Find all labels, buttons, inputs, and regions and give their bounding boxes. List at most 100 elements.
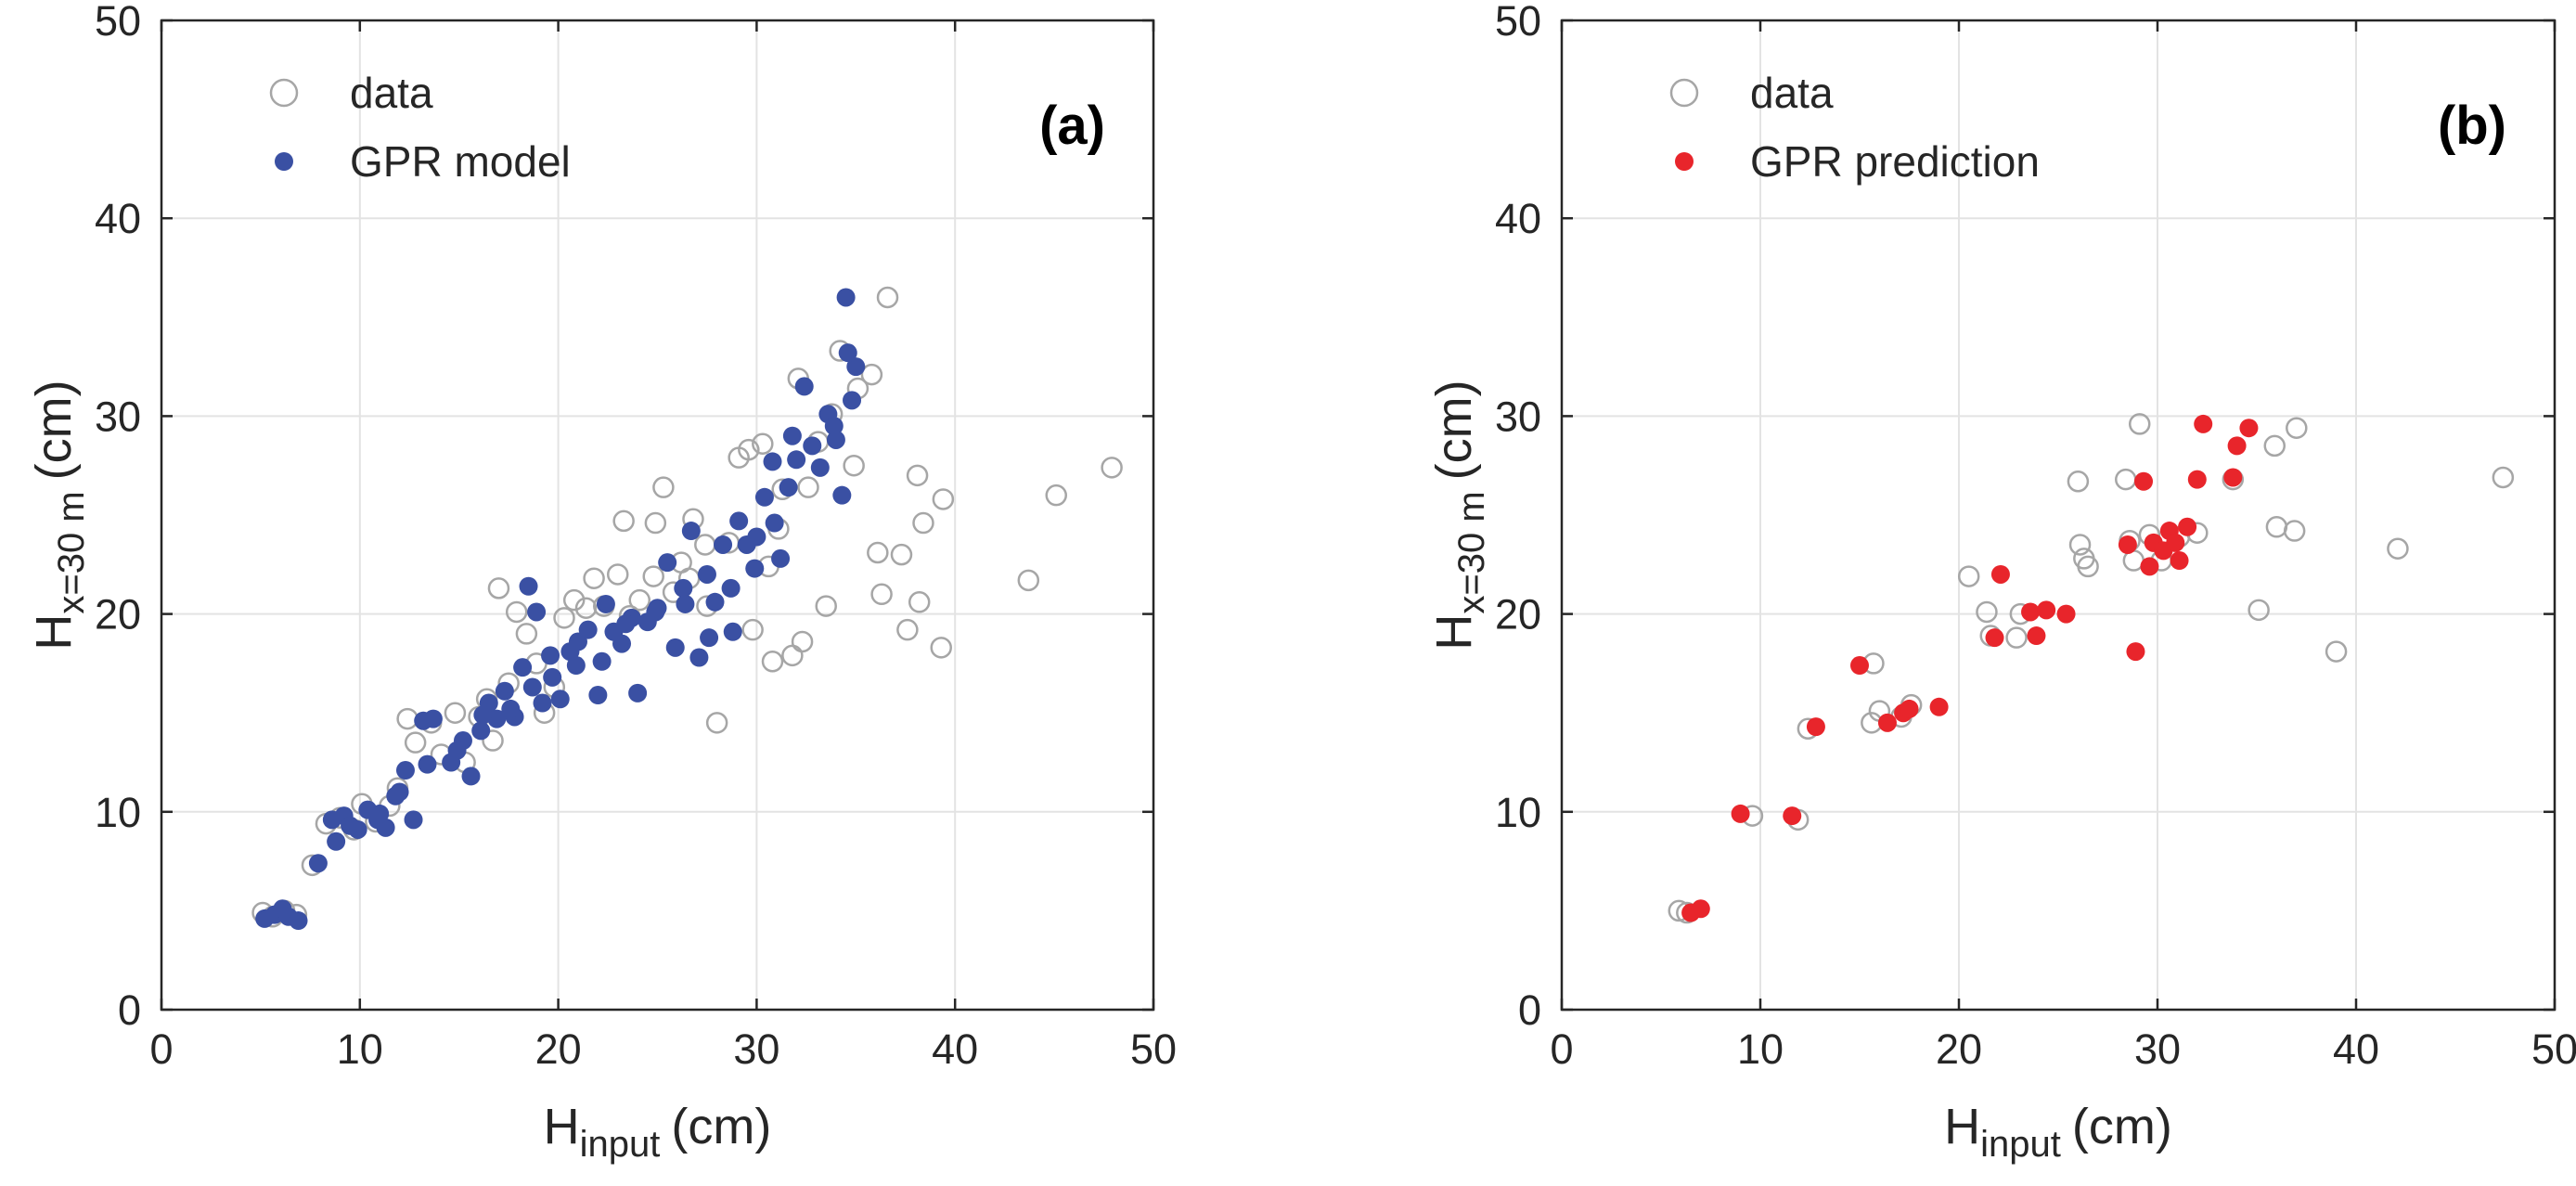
data-point-filled [843, 391, 862, 410]
data-point-open [860, 363, 883, 386]
data-point-filled [689, 648, 709, 667]
x-tick-label: 30 [2134, 1025, 2181, 1073]
data-point-open [761, 651, 784, 673]
data-point-filled [2166, 533, 2185, 552]
legend-label: GPR prediction [1750, 137, 2040, 186]
data-point-filled [592, 651, 612, 671]
x-tick-label: 40 [932, 1025, 978, 1073]
legend-marker-filled [1675, 152, 1694, 171]
data-point-filled [1900, 699, 1919, 718]
data-point-open [870, 583, 893, 606]
y-tick-label: 30 [95, 393, 141, 440]
data-point-filled [578, 620, 598, 639]
data-point-filled [423, 709, 443, 728]
data-point-filled [418, 754, 437, 774]
data-point-filled [2187, 470, 2207, 489]
data-point-filled [681, 522, 701, 541]
data-point-filled [763, 452, 782, 471]
data-point-filled [289, 911, 308, 931]
x-tick-label: 10 [337, 1025, 383, 1073]
x-tick-label: 0 [149, 1025, 173, 1073]
data-point-filled [1990, 564, 2010, 584]
data-point-filled [838, 343, 857, 363]
data-point-filled [2021, 602, 2041, 622]
x-tick-label: 30 [733, 1025, 779, 1073]
data-point-filled [513, 658, 533, 677]
legend-label: data [350, 69, 433, 117]
legend-label: data [1750, 69, 1834, 117]
data-point-filled [533, 693, 552, 713]
data-point-filled [832, 485, 852, 505]
data-point-filled [404, 810, 423, 830]
data-point-filled [395, 761, 415, 780]
data-point-filled [519, 576, 538, 596]
data-point-filled [754, 487, 774, 507]
data-point-filled [676, 594, 695, 613]
data-point-filled [2056, 604, 2076, 624]
data-point-filled [2134, 471, 2154, 491]
data-point-filled [2239, 419, 2259, 438]
y-axis-label: Hx=30 m(cm) [1426, 380, 1492, 650]
data-point-filled [771, 548, 791, 568]
data-point-filled [588, 686, 608, 705]
data-point-filled [747, 527, 766, 547]
panel-label: (a) [1039, 96, 1105, 156]
y-tick-label: 50 [95, 0, 141, 45]
data-point-open [912, 511, 934, 535]
data-point-open [908, 591, 931, 613]
data-point-filled [705, 592, 725, 612]
data-point-filled [714, 535, 733, 554]
data-point-filled [447, 741, 467, 760]
data-point-filled [1877, 713, 1897, 732]
data-point-filled [2126, 642, 2145, 662]
series-gpr-prediction [1681, 414, 2259, 922]
data-point-open [404, 731, 427, 754]
data-point-filled [522, 677, 542, 697]
data-point-filled [341, 816, 360, 835]
axes-frame [160, 19, 1155, 1012]
x-axis-label: Hinput (cm) [1944, 1099, 2172, 1165]
data-point-filled [612, 634, 632, 653]
data-point-open [932, 488, 955, 510]
legend-marker-open [1669, 78, 1699, 108]
data-point-filled [810, 458, 830, 477]
data-point-open [574, 597, 598, 619]
data-point-filled [779, 478, 798, 497]
data-point-filled [2178, 517, 2197, 536]
data-point-filled [543, 667, 562, 687]
data-point-open [583, 567, 605, 589]
data-point-filled [473, 705, 493, 725]
plot-area [161, 20, 1153, 1010]
data-point-open [515, 623, 538, 645]
data-point-open [1017, 569, 1040, 592]
data-point-filled [723, 622, 742, 641]
y-tick-label: 50 [1495, 0, 1541, 45]
y-tick-label: 0 [118, 986, 141, 1034]
data-point-filled [803, 436, 822, 456]
data-point-filled [787, 450, 806, 470]
data-point-filled [616, 614, 636, 634]
data-point-filled [1806, 717, 1825, 737]
x-tick-label: 20 [1936, 1025, 1982, 1073]
data-point-open [562, 588, 586, 612]
data-point-open [2128, 413, 2151, 435]
data-point-filled [1783, 806, 1802, 826]
data-point-open [2077, 555, 2099, 578]
data-point-open [896, 618, 919, 641]
legend: data GPR model [269, 69, 571, 186]
data-point-open [2283, 520, 2306, 542]
data-point-filled [2170, 551, 2189, 571]
data-point-filled [836, 288, 856, 307]
data-point-open [2492, 466, 2515, 489]
data-point-open [652, 476, 675, 498]
data-point-filled [390, 782, 409, 802]
x-tick-label: 50 [1130, 1025, 1177, 1073]
data-point-filled [461, 767, 481, 786]
data-point-filled [2027, 626, 2046, 646]
data-point-open [1976, 600, 1998, 624]
data-point-open [867, 541, 889, 564]
data-point-filled [697, 564, 716, 584]
data-point-filled [794, 377, 814, 396]
data-point-open [2068, 534, 2092, 556]
